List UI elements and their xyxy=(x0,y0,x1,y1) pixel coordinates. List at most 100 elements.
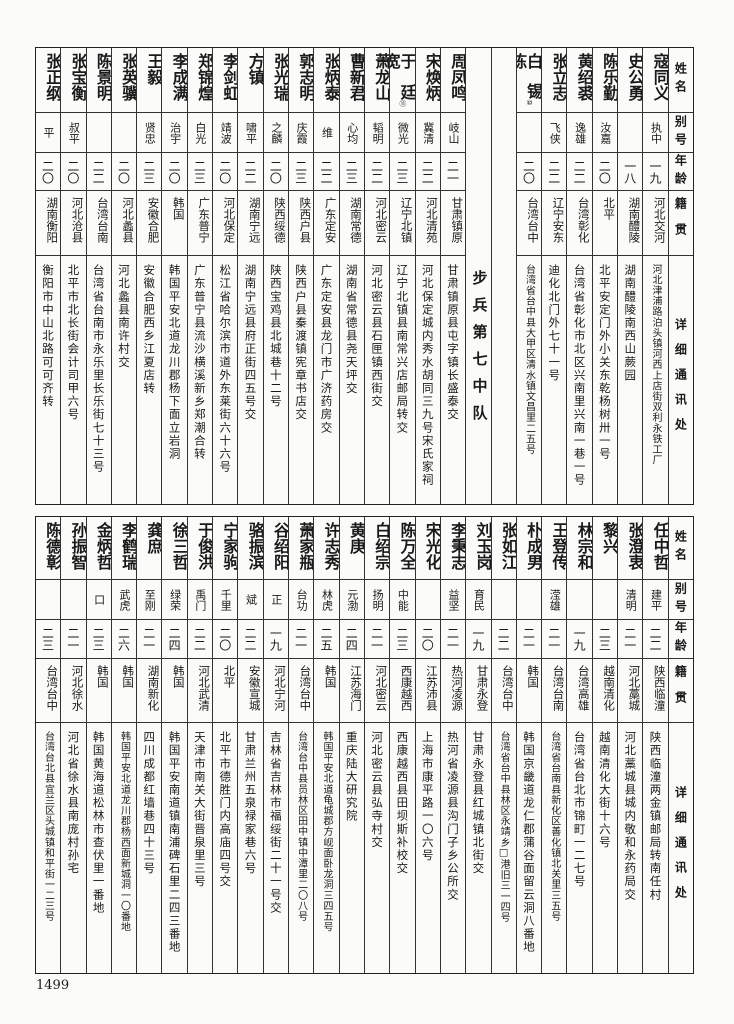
person-alias xyxy=(415,580,440,620)
person-alias: 正 xyxy=(263,580,288,620)
person-alias-text: 岐山 xyxy=(447,121,461,144)
person-origin-text: 韩国 xyxy=(121,665,136,688)
person-address-text: 台湾台中县员林区田中镇中潭里二〇八号 xyxy=(295,731,307,922)
person-origin-text: 河北密云 xyxy=(374,665,389,711)
person-address-text: 河北蠡县南许村交 xyxy=(116,264,131,369)
person-origin: 河北沧县 xyxy=(61,191,86,256)
person-age-text: 二三 xyxy=(344,159,359,184)
person-alias: 冀清 xyxy=(415,113,440,153)
person-alias-text: 靖波 xyxy=(219,121,233,144)
roster-table-bottom: 姓名 别号 年龄 籍贯 详细通讯处 任中哲 建平 二二 陕西临潼 陕西临潼两金镇邮局转南任村 张澄衷… xyxy=(35,516,694,974)
person-age-text: 二三 xyxy=(192,159,207,184)
person-age-text: 二〇 xyxy=(116,159,131,184)
person-alias-text: 武虎 xyxy=(117,588,131,611)
header-alias-label: 别号 xyxy=(673,581,688,618)
person-name-text: 陈德彰 xyxy=(43,522,61,570)
person-age-text: 二一 xyxy=(369,627,384,651)
person-address: 陕西临潼两金镇邮局转南任村 xyxy=(643,723,667,973)
roster-row: 谷绍阳正一九 河北宁河 吉林省吉林市福绥街二十一号交 xyxy=(262,517,288,973)
person-alias-text: 治宇 xyxy=(168,121,182,144)
person-age-text: 一八 xyxy=(622,159,637,184)
person-name: 张正纲 xyxy=(35,48,61,113)
roster-row: 曹新君 心均 二三 湖南常德 湖南省常德县尧天坪交 xyxy=(338,48,364,504)
person-name-text: 刘玉岗 xyxy=(473,522,491,570)
person-age-text: 二〇 xyxy=(420,627,435,651)
person-address: 甘肃镇原县屯字镇长盛泰交 xyxy=(441,256,465,504)
person-age: 二三 xyxy=(86,620,111,659)
person-name: 陈景明 xyxy=(86,48,111,113)
person-address-text: 甘肃镇原县屯字镇长盛泰交 xyxy=(446,264,461,422)
person-name-text: 张宝衡 xyxy=(68,53,86,101)
page-number: 1499 xyxy=(36,978,70,993)
person-name: 李秉志 xyxy=(440,517,466,580)
person-address-text: 台湾省台中县林区永靖乡□港旧三一四号 xyxy=(498,731,510,923)
person-age: 二〇 xyxy=(263,153,288,191)
person-origin-text: 西康越西 xyxy=(399,665,414,711)
person-name: 张英骥 xyxy=(111,48,137,113)
person-address: 韩国京畿道龙仁郡蒲谷面留云洞八番地 xyxy=(517,723,541,973)
person-alias-text: 扬明 xyxy=(371,588,385,611)
person-origin-text: 台湾高雄 xyxy=(576,665,591,711)
header-alias-label: 别号 xyxy=(673,114,688,151)
person-alias: 绿荣 xyxy=(162,580,187,620)
person-age: 二〇 xyxy=(61,153,86,191)
person-alias: 台功 xyxy=(289,580,314,620)
person-age-text: 二三 xyxy=(597,627,612,651)
roster-row: 陈乐勤 汝嘉 二〇 北平 北平安定门外小关东乾杨树卅一号 xyxy=(591,48,618,504)
person-address-text: 广东定安县龙门市广济药房交 xyxy=(319,264,334,435)
person-alias: 斌 xyxy=(238,580,263,620)
person-address-text: 衡阳市中山北路可可齐转 xyxy=(41,264,56,409)
person-address-text: 台湾台北县宜兰区头城镇和平街一二三号 xyxy=(42,731,54,922)
person-name-text: 徐三哲 xyxy=(169,522,187,570)
person-address-text: 韩国京畿道龙仁郡蒲谷面留云洞八番地 xyxy=(521,731,536,954)
person-address-text: 北平市北长街会计司甲六号 xyxy=(66,264,81,422)
person-age-text: 二一 xyxy=(65,627,80,651)
person-name: 金炳哲 xyxy=(86,517,111,580)
person-name: 宋焕炳 xyxy=(415,48,440,113)
person-name: 白锡栋 ⑩ xyxy=(516,48,542,113)
roster-row: 徐三哲 绿荣 二四 韩国 韩国平安南道镇南浦碑石里二四三番地 xyxy=(161,517,187,973)
person-name-text: 宁家驹 xyxy=(220,522,238,570)
person-address-text: 天津市南关大街晋泉里三号 xyxy=(192,731,207,889)
person-origin-text: 河北武清 xyxy=(197,665,212,711)
person-name-text: 张光瑞 xyxy=(271,53,288,101)
roster-row: 黄绍裘 逸雄 二二 台湾彰化 台湾省彰化市北区兴南里兴南一巷一号 xyxy=(566,48,592,504)
person-name: 张如江 xyxy=(491,517,516,580)
person-name-text: 于廷宽 xyxy=(390,53,415,100)
person-origin: 辽宁安东 xyxy=(542,191,567,256)
person-origin-text: 广东定安 xyxy=(323,197,338,243)
person-address-text: 河北保定城内秀水胡同三九号宋氏家祠 xyxy=(420,264,435,487)
person-alias: 心均 xyxy=(339,113,364,153)
person-alias: 千里 xyxy=(213,580,238,620)
person-name-text: 李秉志 xyxy=(448,522,466,570)
person-alias-text: 啸平 xyxy=(244,121,258,144)
person-origin: 江苏海门 xyxy=(339,659,364,723)
person-age: 二二 xyxy=(567,153,592,191)
person-address-text: 韩国平安北道龙川郡杨下面立岩洞 xyxy=(167,264,182,461)
roster-row: 宁家驹 千里 二〇 北平 北平市德胜门内高庙四号交 xyxy=(212,517,238,973)
person-name: 宋光化 xyxy=(415,517,440,580)
person-origin: 台湾台中 xyxy=(35,659,61,723)
person-name-text: 张炳泰 xyxy=(321,53,339,101)
roster-row: 宋光化 二〇 江苏沛县 上海市康平路一〇六号 xyxy=(414,517,440,973)
person-alias: 啸平 xyxy=(238,113,263,153)
person-alias: 武虎 xyxy=(111,580,137,620)
person-name-text: 王登传 xyxy=(549,522,567,570)
person-age-text: 二二 xyxy=(91,159,106,184)
person-origin-text: 甘肃镇原 xyxy=(450,197,465,243)
person-address: 韩国平安北道龟城郡方岘面卧龙洞三四五号 xyxy=(314,723,338,973)
person-age: 一八 xyxy=(618,153,643,191)
roster-row: 李秉志 益坚 二一 热河凌源 热河省凌源县沟门子乡公所交 xyxy=(439,517,466,973)
person-age: 二〇 xyxy=(111,153,137,191)
person-address-text: 韩国平安北道龟城郡方岘面卧龙洞三四五号 xyxy=(320,731,332,933)
person-age-text: 二〇 xyxy=(167,159,182,184)
person-origin-text: 台湾台中 xyxy=(526,197,541,243)
person-address: 广东普宁县流沙横溪新乡郑潮合转 xyxy=(188,256,212,504)
person-origin-text: 河北藁城 xyxy=(627,665,642,711)
person-origin: 北平 xyxy=(592,191,618,256)
person-age-text: 二三 xyxy=(394,627,409,651)
person-origin: 陕西临潼 xyxy=(643,659,668,723)
person-origin-text: 湖南宁远 xyxy=(247,197,262,243)
person-origin-text: 台湾台中 xyxy=(298,665,313,711)
person-origin: 河北武清 xyxy=(187,659,213,723)
